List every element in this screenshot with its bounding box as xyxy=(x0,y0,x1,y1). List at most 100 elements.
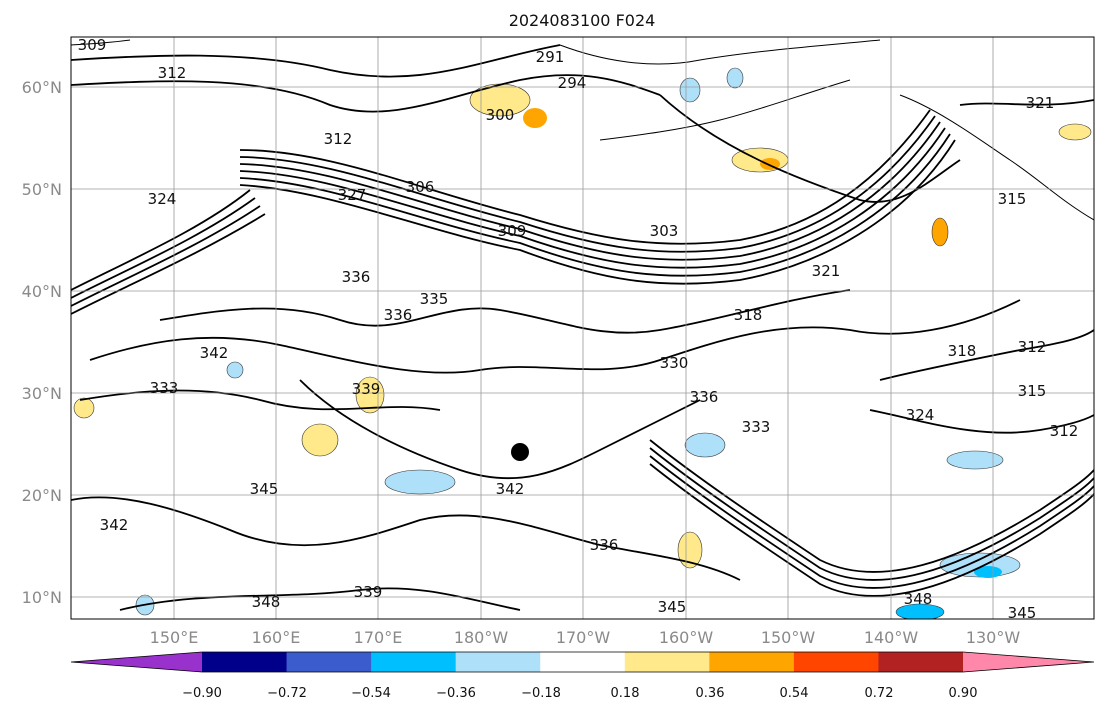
contour-line xyxy=(71,496,741,581)
lat-label: 60°N xyxy=(22,78,62,97)
colorbar-tick-label: 0.90 xyxy=(949,686,978,701)
contour-label: 336 xyxy=(590,536,619,554)
contour-line xyxy=(239,133,951,277)
contour-lines xyxy=(71,44,1094,611)
lat-label: 20°N xyxy=(22,486,62,505)
colorbar-swatch xyxy=(286,652,372,672)
contour-label: 339 xyxy=(354,583,383,601)
contour-label: 345 xyxy=(1008,604,1037,622)
contour-label: 324 xyxy=(148,190,177,208)
map-plot: 309 312 291 294 300 312 324 306 327 309 … xyxy=(71,36,1094,622)
lon-label: 160°W xyxy=(659,628,714,647)
contour-line xyxy=(239,115,936,253)
contour-line xyxy=(71,197,256,299)
colorbar-tick-label: −0.36 xyxy=(436,686,476,701)
contour-label: 342 xyxy=(496,480,525,498)
colorbar-tick-label: −0.54 xyxy=(351,686,391,701)
contour-line xyxy=(159,289,851,334)
contour-line xyxy=(869,409,1094,434)
lon-label: 180°W xyxy=(454,628,509,647)
graticule xyxy=(71,37,1094,619)
contour-label: 312 xyxy=(1050,422,1079,440)
contour-label: 306 xyxy=(406,178,435,196)
lon-label: 150°W xyxy=(761,628,816,647)
contour-line xyxy=(239,127,946,269)
contour-label: 345 xyxy=(250,480,279,498)
contour-line xyxy=(659,94,961,203)
colorbar-tick-label: 0.54 xyxy=(780,686,809,701)
contour-line xyxy=(299,379,701,480)
colorbar-swatch xyxy=(793,652,879,672)
negative-anomaly-patch xyxy=(384,469,456,495)
contour-label: 339 xyxy=(352,380,381,398)
contour-label: 335 xyxy=(420,290,449,308)
colorbar-swatch xyxy=(371,652,457,672)
figure-title: 2024083100 F024 xyxy=(509,11,656,30)
longitude-labels: 150°E 160°E 170°E 180°W 170°W 160°W 150°… xyxy=(150,628,1021,647)
colorbar-labels: −0.90 −0.72 −0.54 −0.36 −0.18 0.18 0.36 … xyxy=(182,686,977,701)
alaska-coast xyxy=(559,39,881,65)
contour-line xyxy=(649,463,1094,597)
lat-label: 50°N xyxy=(22,180,62,199)
colorbar-swatch xyxy=(624,652,710,672)
contour-label: 342 xyxy=(100,516,129,534)
contour-line xyxy=(71,213,266,315)
colorbar-swatch xyxy=(455,652,541,672)
contour-label: 333 xyxy=(150,379,179,397)
contour-label: 294 xyxy=(558,74,587,92)
lon-label: 160°E xyxy=(252,628,301,647)
colorbar-extend-min xyxy=(71,652,202,672)
contour-label: 333 xyxy=(742,418,771,436)
contour-label: 315 xyxy=(1018,382,1047,400)
map-frame xyxy=(70,36,1095,620)
positive-anomaly-patch xyxy=(677,531,703,569)
colorbar-tick-label: −0.18 xyxy=(521,686,561,701)
contour-line xyxy=(239,121,941,261)
contour-label: 342 xyxy=(200,344,229,362)
contour-line xyxy=(239,139,956,285)
colorbar-tick-label: −0.72 xyxy=(267,686,307,701)
colorbar-tick-label: 0.72 xyxy=(865,686,894,701)
colorbar-swatch xyxy=(540,652,626,672)
contour-line xyxy=(649,439,1094,573)
contour-line xyxy=(71,74,661,113)
colorbar xyxy=(70,651,1095,673)
contour-label: 330 xyxy=(660,354,689,372)
contour-label: 348 xyxy=(252,593,281,611)
contour-label: 312 xyxy=(158,64,187,82)
contour-label: 291 xyxy=(536,48,565,66)
contour-line xyxy=(71,205,261,307)
contour-line xyxy=(71,189,251,291)
positive-anomaly-patch xyxy=(73,397,95,419)
positive-anomaly-patch xyxy=(355,376,385,414)
negative-anomaly-patch xyxy=(895,603,945,619)
contour-label: 327 xyxy=(338,186,367,204)
north-america-coast xyxy=(899,94,1094,221)
contour-label: 312 xyxy=(1018,338,1047,356)
contour-labels: 309 312 291 294 300 312 324 306 327 309 … xyxy=(78,36,1079,622)
contour-label: 309 xyxy=(78,36,107,54)
colorbar-extend-max xyxy=(963,652,1094,672)
lat-label: 40°N xyxy=(22,282,62,301)
contour-label: 348 xyxy=(904,590,933,608)
negative-anomaly-patch xyxy=(679,77,701,103)
colorbar-swatch xyxy=(202,652,288,672)
contour-label: 300 xyxy=(486,106,515,124)
lon-label: 170°E xyxy=(354,628,403,647)
contour-line xyxy=(119,587,521,611)
colorbar-swatch xyxy=(709,652,795,672)
contour-label: 336 xyxy=(384,306,413,324)
positive-anomaly-patch xyxy=(523,108,547,128)
contour-label: 315 xyxy=(998,190,1027,208)
negative-anomaly-patch xyxy=(226,361,244,379)
lon-label: 130°W xyxy=(966,628,1021,647)
negative-anomaly-patch xyxy=(684,432,726,458)
contour-line xyxy=(239,109,931,245)
asia-coast xyxy=(71,39,131,46)
contour-label: 321 xyxy=(1026,94,1055,112)
coastlines xyxy=(71,39,1094,221)
colorbar-tick-label: 0.36 xyxy=(696,686,725,701)
colorbar-tick-label: 0.18 xyxy=(611,686,640,701)
contour-label: 318 xyxy=(734,306,763,324)
